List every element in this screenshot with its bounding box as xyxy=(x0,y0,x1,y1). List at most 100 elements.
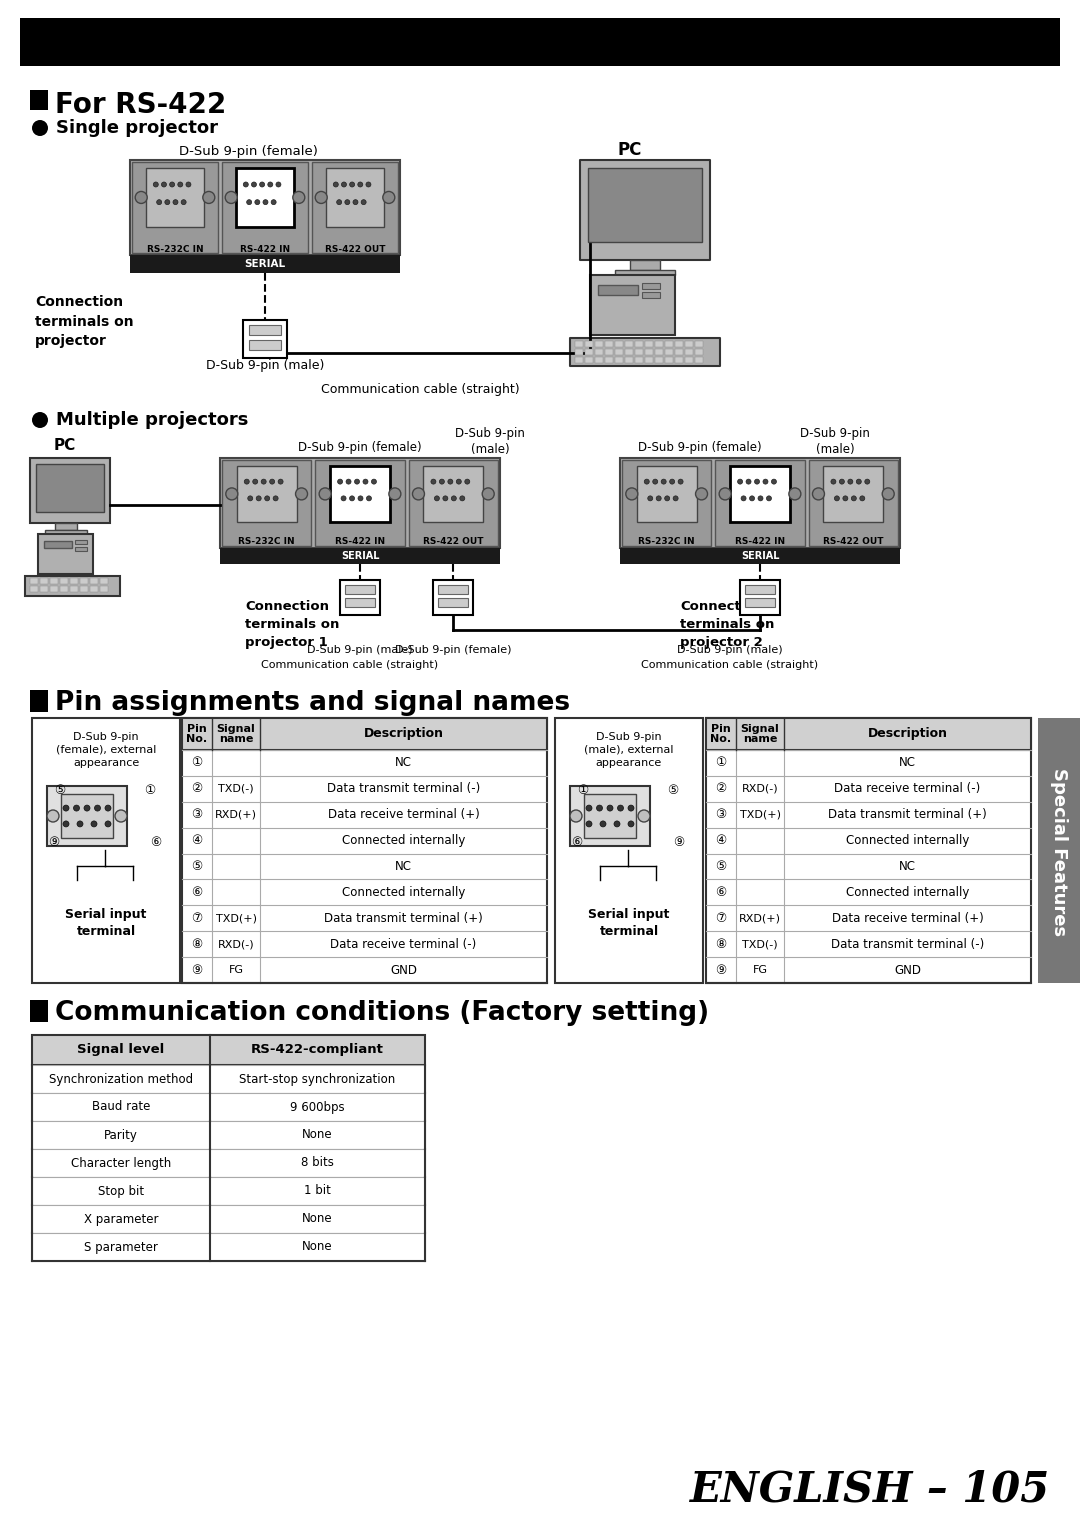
Bar xyxy=(605,350,613,354)
Bar xyxy=(615,350,623,354)
Text: GND: GND xyxy=(894,964,921,977)
Bar xyxy=(625,341,633,347)
Bar xyxy=(70,586,78,592)
Text: Data transmit terminal (-): Data transmit terminal (-) xyxy=(831,938,984,951)
Circle shape xyxy=(460,496,464,501)
Bar xyxy=(635,357,643,363)
Bar xyxy=(312,162,399,253)
Bar xyxy=(80,586,87,592)
Bar xyxy=(675,350,683,354)
Circle shape xyxy=(353,200,357,205)
Text: S parameter: S parameter xyxy=(84,1240,158,1254)
Circle shape xyxy=(627,805,634,811)
Bar xyxy=(237,168,294,228)
Circle shape xyxy=(851,496,856,501)
Bar xyxy=(635,350,643,354)
Text: RS-422-compliant: RS-422-compliant xyxy=(251,1043,383,1057)
Bar xyxy=(243,321,287,357)
Text: ⑦: ⑦ xyxy=(191,912,203,925)
Bar xyxy=(595,350,603,354)
Circle shape xyxy=(247,496,253,501)
Text: SERIAL: SERIAL xyxy=(341,551,379,560)
Bar xyxy=(438,599,469,608)
Bar xyxy=(30,458,110,524)
Bar xyxy=(645,341,653,347)
Text: NC: NC xyxy=(395,860,411,873)
Text: ⑥: ⑥ xyxy=(715,886,727,899)
Bar xyxy=(696,357,703,363)
Circle shape xyxy=(607,805,613,811)
Circle shape xyxy=(678,479,684,484)
Circle shape xyxy=(244,479,249,484)
Text: GND: GND xyxy=(390,964,417,977)
Bar xyxy=(90,579,98,583)
Bar xyxy=(809,460,897,547)
Text: ⑤: ⑤ xyxy=(191,860,203,873)
Circle shape xyxy=(618,805,623,811)
Circle shape xyxy=(243,182,248,186)
Text: Single projector: Single projector xyxy=(56,119,218,137)
Circle shape xyxy=(482,489,495,499)
Circle shape xyxy=(256,496,261,501)
Bar xyxy=(575,357,583,363)
Circle shape xyxy=(413,489,424,499)
Bar xyxy=(585,341,593,347)
Circle shape xyxy=(755,479,759,484)
Circle shape xyxy=(181,200,186,205)
Text: ⑨: ⑨ xyxy=(49,837,59,849)
Bar xyxy=(642,282,660,289)
Circle shape xyxy=(860,496,865,501)
Circle shape xyxy=(276,182,281,186)
Text: RS-422 IN: RS-422 IN xyxy=(240,244,291,253)
Circle shape xyxy=(882,489,894,499)
Bar xyxy=(622,460,712,547)
Circle shape xyxy=(319,489,332,499)
Text: Signal
name: Signal name xyxy=(741,724,780,744)
Text: Multiple projectors: Multiple projectors xyxy=(56,411,248,429)
Text: D-Sub 9-pin
(male): D-Sub 9-pin (male) xyxy=(800,426,869,455)
Bar xyxy=(32,1121,426,1148)
Circle shape xyxy=(839,479,845,484)
Bar xyxy=(100,579,108,583)
Bar xyxy=(32,1093,426,1121)
Circle shape xyxy=(762,479,768,484)
Circle shape xyxy=(84,805,90,811)
Text: ④: ④ xyxy=(191,834,203,847)
Circle shape xyxy=(638,809,650,822)
Bar xyxy=(675,357,683,363)
Circle shape xyxy=(366,182,370,186)
Bar xyxy=(555,718,703,983)
Circle shape xyxy=(448,479,453,484)
Text: PC: PC xyxy=(54,438,76,454)
Bar xyxy=(740,580,780,615)
Bar xyxy=(237,466,297,522)
Text: ④: ④ xyxy=(715,834,727,847)
Bar xyxy=(696,341,703,347)
Circle shape xyxy=(337,200,341,205)
Text: D-Sub 9-pin
(male): D-Sub 9-pin (male) xyxy=(455,426,525,455)
Text: 9 600bps: 9 600bps xyxy=(291,1101,345,1113)
Bar xyxy=(642,292,660,298)
Bar xyxy=(45,530,87,534)
Bar xyxy=(70,579,78,583)
Bar xyxy=(30,586,38,592)
Text: ②: ② xyxy=(715,782,727,796)
Circle shape xyxy=(673,496,678,501)
Circle shape xyxy=(350,496,354,501)
Text: Signal level: Signal level xyxy=(78,1043,164,1057)
Bar xyxy=(50,586,58,592)
Bar xyxy=(32,718,180,983)
Text: Communication conditions (Factory setting): Communication conditions (Factory settin… xyxy=(55,1000,710,1026)
Bar xyxy=(423,466,483,522)
Text: Connected internally: Connected internally xyxy=(846,886,969,899)
Text: Special Features: Special Features xyxy=(1050,768,1068,936)
Circle shape xyxy=(73,805,80,811)
Text: SERIAL: SERIAL xyxy=(244,260,285,269)
Bar xyxy=(60,794,113,838)
Circle shape xyxy=(350,182,354,186)
Bar xyxy=(40,579,48,583)
Circle shape xyxy=(265,496,270,501)
Bar xyxy=(249,325,281,334)
Text: Connected internally: Connected internally xyxy=(341,886,465,899)
Circle shape xyxy=(648,496,652,501)
